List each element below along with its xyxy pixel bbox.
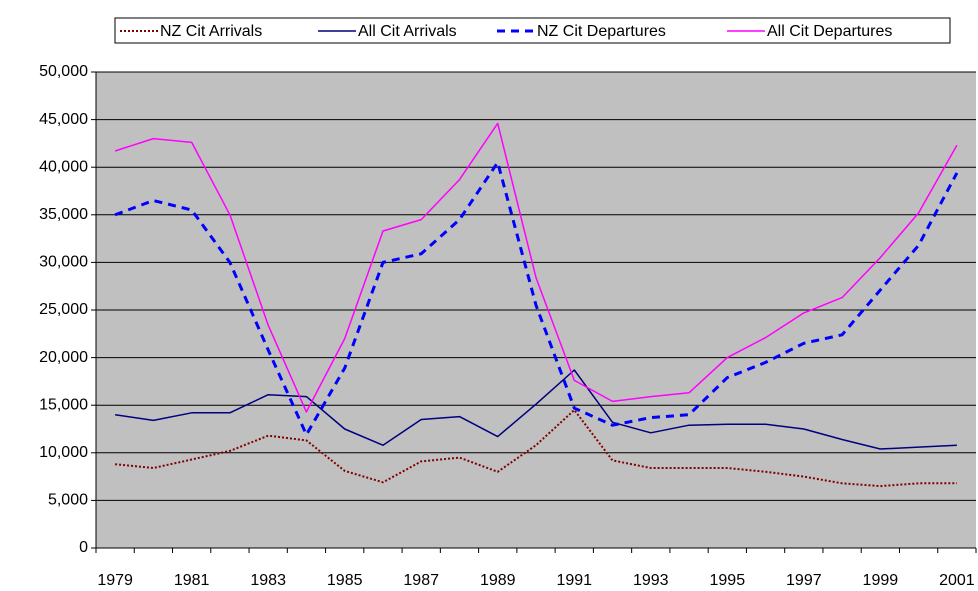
x-tick-label: 1981 xyxy=(174,572,210,589)
legend-label: All Cit Arrivals xyxy=(358,23,457,40)
y-tick-label: 40,000 xyxy=(39,158,88,175)
x-tick-label: 1983 xyxy=(250,572,286,589)
y-tick-label: 15,000 xyxy=(39,396,88,413)
x-tick-label: 1989 xyxy=(480,572,516,589)
y-tick-label: 30,000 xyxy=(39,254,88,271)
series-line xyxy=(114,160,959,437)
x-tick-label: 1985 xyxy=(327,572,363,589)
series-line xyxy=(114,122,958,413)
legend-label: All Cit Departures xyxy=(767,23,892,40)
x-tick-label: 1997 xyxy=(786,572,822,589)
series-line xyxy=(114,369,957,450)
y-tick-label: 0 xyxy=(79,539,88,556)
x-tick-label: 1993 xyxy=(633,572,669,589)
y-tick-label: 50,000 xyxy=(39,63,88,80)
y-tick-label: 45,000 xyxy=(39,111,88,128)
legend-label: NZ Cit Departures xyxy=(537,23,666,40)
x-tick-label: 2001 xyxy=(939,572,975,589)
x-tick-label: 1991 xyxy=(556,572,592,589)
y-tick-label: 25,000 xyxy=(39,301,88,318)
y-tick-label: 10,000 xyxy=(39,444,88,461)
x-tick-label: 1999 xyxy=(863,572,899,589)
x-tick-label: 1979 xyxy=(97,572,133,589)
x-tick-label: 1995 xyxy=(710,572,746,589)
x-tick-label: 1987 xyxy=(403,572,439,589)
y-tick-label: 35,000 xyxy=(39,206,88,223)
legend-label: NZ Cit Arrivals xyxy=(160,23,262,40)
y-tick-label: 20,000 xyxy=(39,349,88,366)
y-tick-label: 5,000 xyxy=(48,492,88,509)
series-line xyxy=(115,409,957,488)
